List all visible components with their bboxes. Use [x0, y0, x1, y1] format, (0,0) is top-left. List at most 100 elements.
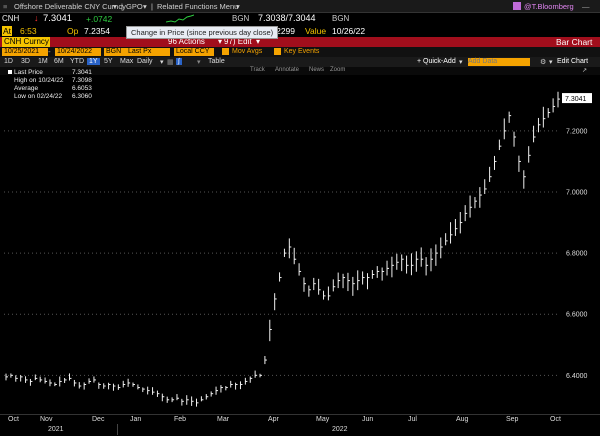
- security-field[interactable]: CNH Curncy: [2, 37, 50, 47]
- x-tick-label: Jun: [362, 416, 374, 423]
- change-tooltip: Change in Price (since previous day clos…: [126, 26, 279, 39]
- period-5y[interactable]: 5Y: [104, 58, 113, 65]
- period-3d[interactable]: 3D: [21, 58, 30, 65]
- price-bar: [323, 290, 326, 300]
- price-bar: [220, 385, 223, 393]
- edit-menu[interactable]: 97) Edit: [224, 37, 252, 46]
- table-button[interactable]: Table: [208, 58, 225, 65]
- price-bar: [215, 386, 219, 395]
- security-title: Offshore Deliverable CNY Curncy: [14, 2, 126, 11]
- price-bar: [298, 263, 302, 276]
- price-chart[interactable]: 7.2000 7.0000 6.8000 6.6000 6.4000 7.3041: [0, 76, 600, 414]
- x-tick-label: Sep: [506, 416, 519, 423]
- legend-low: Low on 02/24/22 6.3060: [14, 93, 92, 100]
- x-tick-label: Mar: [217, 416, 230, 423]
- price-bar: [117, 384, 121, 390]
- period-6m[interactable]: 6M: [54, 58, 64, 65]
- price-bar: [49, 379, 52, 387]
- year-divider: [117, 424, 118, 435]
- period-max[interactable]: Max: [120, 58, 134, 65]
- price-bar: [230, 380, 233, 388]
- price-bar: [78, 382, 82, 389]
- period-ytd[interactable]: YTD: [70, 58, 84, 65]
- price-bar: [196, 398, 199, 407]
- price-bar: [88, 378, 92, 384]
- price-bar: [552, 98, 556, 113]
- dropdown-arrow-icon[interactable]: ▾: [160, 59, 164, 66]
- price-bar: [327, 286, 331, 301]
- minimize-icon[interactable]: —: [582, 2, 590, 11]
- dropdown-arrow-icon[interactable]: ▾: [143, 2, 147, 11]
- add-data-input[interactable]: Add Data: [468, 58, 530, 66]
- source-field[interactable]: BGN: [104, 48, 126, 56]
- price-bar: [225, 386, 228, 391]
- price-bar: [542, 106, 546, 128]
- price-bar: [508, 111, 512, 123]
- news-tool[interactable]: News: [309, 67, 325, 73]
- track-tool[interactable]: Track: [250, 67, 265, 73]
- related-functions-menu[interactable]: Related Functions Menu: [157, 2, 239, 11]
- price-bar: [69, 373, 72, 381]
- price-bar: [391, 256, 394, 278]
- x-tick-label: Dec: [92, 416, 105, 423]
- sparkline-icon: [166, 14, 194, 23]
- price-bar: [166, 396, 170, 403]
- dropdown-arrow-icon[interactable]: ▾: [218, 37, 223, 46]
- price-bar: [191, 396, 194, 406]
- price-bar: [401, 254, 404, 272]
- price-change: +.0742: [86, 14, 113, 24]
- x-year-label: 2022: [332, 426, 348, 433]
- price-bar: [10, 373, 13, 378]
- price-bar: [474, 197, 477, 209]
- down-arrow-icon: ↓: [34, 13, 39, 23]
- start-date-field[interactable]: 10/25/2021: [2, 48, 48, 56]
- dropdown-arrow-icon[interactable]: ▾: [549, 59, 553, 66]
- quick-add-button[interactable]: + Quick-Add: [417, 58, 456, 65]
- key-events-checkbox[interactable]: [274, 48, 281, 55]
- legend-last: Last Price 7.3041: [8, 69, 92, 77]
- frequency-select[interactable]: Daily: [137, 58, 153, 65]
- price-bar: [147, 386, 150, 395]
- key-events-label[interactable]: Key Events: [284, 48, 320, 55]
- price-bar: [54, 382, 57, 387]
- period-1m[interactable]: 1M: [38, 58, 48, 65]
- dropdown-arrow-icon[interactable]: ▾: [236, 2, 240, 11]
- price-bar: [415, 251, 419, 272]
- price-bar: [547, 108, 551, 118]
- price-bar: [318, 278, 321, 295]
- end-date-field[interactable]: 10/24/2022: [55, 48, 101, 56]
- price-bar: [186, 395, 189, 405]
- period-1d[interactable]: 1D: [4, 58, 13, 65]
- actions-menu[interactable]: 96 Actions: [168, 37, 205, 46]
- price-bar: [73, 379, 77, 387]
- field-select[interactable]: Last Px: [126, 48, 170, 56]
- mov-avgs-checkbox[interactable]: [222, 48, 229, 55]
- price-bar: [108, 382, 111, 390]
- chart-type-icon[interactable]: ▦: [167, 59, 174, 66]
- zoom-tool[interactable]: Zoom: [330, 67, 346, 73]
- price-bar: [137, 384, 140, 390]
- last-price-flag: [562, 93, 592, 104]
- chart-tools-bar: Track Annotate News Zoom ↗: [0, 67, 600, 75]
- chart-toolbar: 1D 3D 1M 6M YTD 1Y 5Y Max Daily ▾ ▦ ∫ ▾ …: [0, 57, 600, 67]
- dropdown-arrow-icon[interactable]: ▾: [113, 2, 117, 11]
- price-bar: [381, 267, 385, 281]
- source-label-2: BGN: [332, 14, 350, 23]
- line-mode-icon[interactable]: ∫: [176, 58, 182, 65]
- settings-icon[interactable]: ⚙: [540, 59, 547, 66]
- period-1y[interactable]: 1Y: [87, 58, 100, 65]
- annotate-tool[interactable]: Annotate: [275, 67, 300, 73]
- username[interactable]: @T.Bloomberg: [524, 2, 574, 11]
- value-date: 10/26/22: [332, 26, 366, 36]
- edit-chart-button[interactable]: Edit Chart: [557, 58, 589, 65]
- price-bar: [259, 373, 263, 378]
- dropdown-arrow-icon[interactable]: ▾: [256, 37, 261, 46]
- gpo-menu[interactable]: GPO: [126, 2, 143, 11]
- mov-avgs-label[interactable]: Mov Avgs: [232, 48, 263, 55]
- currency-select[interactable]: Local CCY: [174, 48, 214, 56]
- dropdown-arrow-icon[interactable]: ▾: [459, 59, 463, 66]
- expand-icon[interactable]: ↗: [582, 68, 588, 74]
- quote-detail-line: At 6:53 Op 7.2354 se 7.2299 Value 10/26/…: [0, 25, 600, 37]
- price-bar: [425, 257, 429, 276]
- menu-icon[interactable]: ≡: [3, 2, 8, 11]
